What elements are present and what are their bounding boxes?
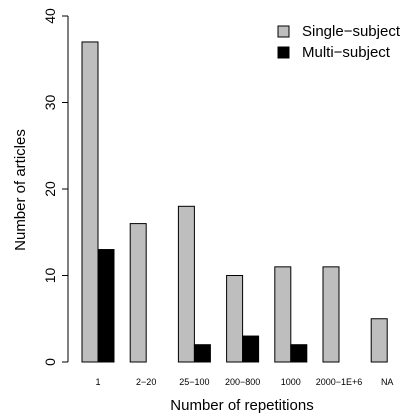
x-tick-label: 1 xyxy=(95,377,100,387)
x-tick-label: 2000−1E+6 xyxy=(316,377,363,387)
bar-multi-subject xyxy=(290,344,308,363)
bar-multi-subject xyxy=(242,335,260,363)
y-axis-title: Number of articles xyxy=(12,129,29,251)
x-tick-label: NA xyxy=(381,377,394,387)
bar-single-subject xyxy=(322,266,340,363)
bar-multi-subject xyxy=(193,344,211,363)
x-axis-title: Number of repetitions xyxy=(170,397,313,414)
bar-single-subject xyxy=(81,41,99,363)
legend-swatch xyxy=(277,46,290,59)
legend-swatch xyxy=(277,25,290,38)
y-axis-ticks: 0 10 20 30 40 xyxy=(42,8,68,366)
bar-single-subject xyxy=(177,205,195,363)
bar-multi-subject xyxy=(97,249,115,363)
bars-group xyxy=(81,41,388,363)
legend-label: Multi−subject xyxy=(302,44,391,61)
legend: Single−subject Multi−subject xyxy=(277,23,401,61)
y-tick-label: 40 xyxy=(42,8,58,24)
bar-single-subject xyxy=(274,266,292,363)
x-tick-label: 2−20 xyxy=(136,377,156,387)
x-tick-label: 200−800 xyxy=(225,377,260,387)
legend-label: Single−subject xyxy=(302,23,401,40)
bar-single-subject xyxy=(226,275,244,363)
x-tick-label: 1000 xyxy=(281,377,301,387)
x-axis-tick-labels: 1 2−20 25−100 200−800 1000 2000−1E+6 NA xyxy=(95,377,393,387)
y-tick-label: 20 xyxy=(42,181,58,197)
x-tick-label: 25−100 xyxy=(179,377,209,387)
y-tick-label: 30 xyxy=(42,95,58,111)
bar-single-subject xyxy=(129,223,147,363)
y-tick-label: 10 xyxy=(42,268,58,284)
y-tick-label: 0 xyxy=(42,358,58,366)
bar-single-subject xyxy=(370,318,388,363)
